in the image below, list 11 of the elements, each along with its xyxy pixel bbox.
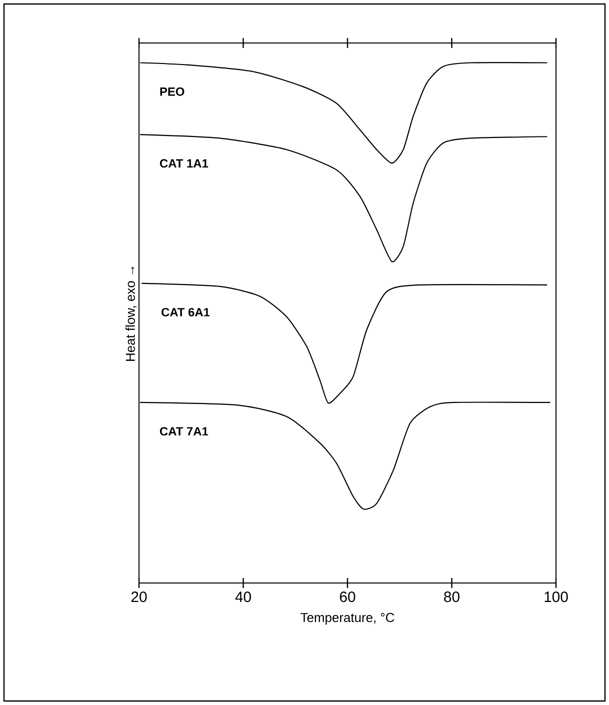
x-tick-label: 100	[544, 592, 568, 602]
series-label: CAT 6A1	[162, 308, 210, 316]
x-tick-label: 40	[235, 592, 251, 602]
x-tick-label: 20	[131, 592, 147, 602]
series-label: PEO	[160, 87, 184, 96]
x-axis-title: Temperature, °C	[300, 612, 394, 625]
x-tick-label: 80	[444, 592, 460, 602]
y-axis-title: Heat flow, exo →	[125, 266, 136, 361]
x-tick-label: 60	[340, 592, 356, 602]
series-label: CAT 7A1	[160, 427, 208, 436]
series-label: CAT 1A1	[160, 159, 208, 168]
